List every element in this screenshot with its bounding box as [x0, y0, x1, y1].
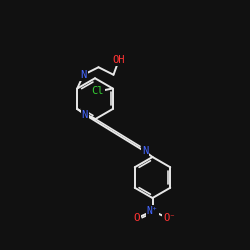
- Text: O⁻: O⁻: [163, 213, 176, 223]
- Text: N⁺: N⁺: [146, 206, 158, 216]
- Text: N: N: [142, 146, 148, 156]
- Text: N: N: [82, 110, 88, 120]
- Text: Cl: Cl: [92, 86, 104, 96]
- Text: OH: OH: [112, 55, 125, 65]
- Text: N: N: [80, 70, 86, 80]
- Text: O: O: [133, 213, 140, 223]
